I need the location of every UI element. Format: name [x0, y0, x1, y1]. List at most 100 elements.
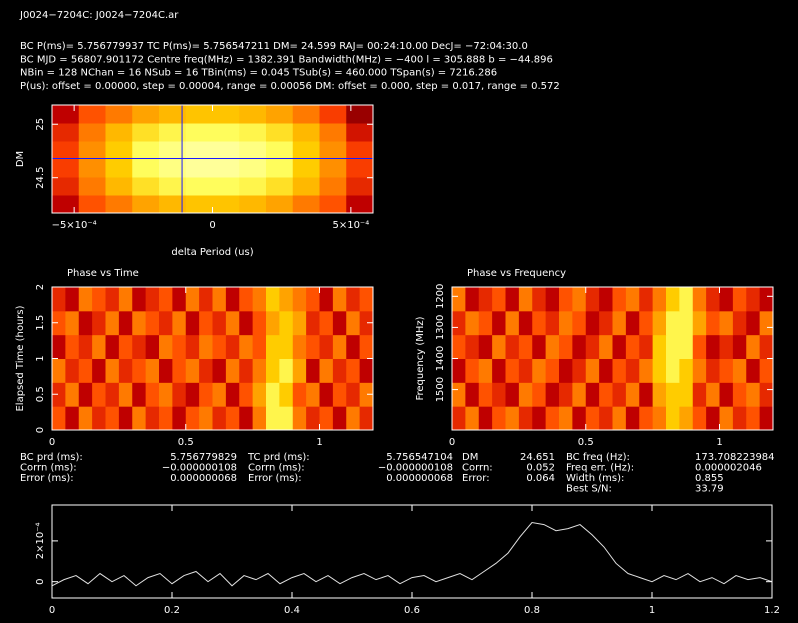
header-line: P(us): offset = 0.00000, step = 0.00004,…: [20, 81, 560, 92]
header-line: NBin = 128 NChan = 16 NSub = 16 TBin(ms)…: [20, 68, 497, 79]
heatmap-cell: [266, 123, 293, 142]
heatmap-cell: [320, 335, 334, 359]
heatmap-cell: [693, 287, 707, 311]
heatmap-cell: [519, 311, 533, 335]
heatmap-cell: [79, 159, 106, 178]
heatmap-cell: [599, 359, 613, 383]
heatmap-cell: [132, 105, 159, 124]
heatmap-cell: [479, 287, 493, 311]
heatmap-cell: [559, 335, 573, 359]
heatmap-cell: [119, 287, 133, 311]
heatmap-cell: [479, 311, 493, 335]
heatmap-cell: [626, 406, 640, 430]
heatmap-cell: [519, 359, 533, 383]
stat-label: Error (ms):: [20, 473, 74, 484]
heatmap-cell: [360, 287, 374, 311]
heatmap-cell: [132, 159, 159, 178]
heatmap-cell: [586, 406, 600, 430]
heatmap-cell: [186, 141, 213, 160]
heatmap-cell: [239, 311, 253, 335]
heatmap-cell: [266, 359, 280, 383]
heatmap-cell: [346, 195, 373, 214]
heatmap-cell: [132, 406, 146, 430]
heatmap-cell: [452, 311, 466, 335]
heatmap-cell: [159, 311, 173, 335]
heatmap-cell: [333, 335, 347, 359]
heatmap-cell: [346, 382, 360, 406]
heatmap-cell: [266, 382, 280, 406]
y-tick-label: 1.5: [35, 315, 46, 331]
heatmap-cell: [626, 382, 640, 406]
heatmap-cell: [146, 311, 160, 335]
heatmap-cell: [79, 287, 93, 311]
heatmap-cell: [452, 335, 466, 359]
heatmap-cell: [52, 335, 66, 359]
heatmap-cell: [320, 123, 347, 142]
heatmap-cell: [52, 159, 79, 178]
heatmap-cell: [306, 382, 320, 406]
heatmap-cell: [65, 335, 79, 359]
heatmap-cell: [293, 195, 320, 214]
heatmap-cell: [226, 287, 240, 311]
heatmap-cell: [186, 359, 200, 383]
heatmap-cell: [666, 359, 680, 383]
heatmap-cell: [599, 335, 613, 359]
heatmap-cell: [346, 159, 373, 178]
heatmap-cell: [532, 359, 546, 383]
heatmap-cell: [693, 311, 707, 335]
heatmap-cell: [572, 335, 586, 359]
heatmap-cell: [119, 382, 133, 406]
heatmap-cell: [492, 382, 506, 406]
heatmap-cell: [106, 195, 133, 214]
x-tick-label: 1.2: [764, 605, 780, 616]
heatmap-cell: [333, 406, 347, 430]
heatmap-cell: [506, 382, 520, 406]
heatmap-cell: [199, 359, 213, 383]
heatmap-cell: [306, 406, 320, 430]
x-tick-label: 5×10⁻⁴: [332, 220, 369, 231]
heatmap-cell: [720, 406, 734, 430]
heatmap-cell: [253, 382, 267, 406]
stat-label: Best S/N:: [566, 484, 612, 495]
heatmap-cell: [532, 287, 546, 311]
heatmap-cell: [239, 123, 266, 142]
heatmap-cell: [452, 382, 466, 406]
heatmap-cell: [346, 141, 373, 160]
heatmap-cell: [506, 287, 520, 311]
heatmap-cell: [293, 382, 307, 406]
heatmap-cell: [653, 311, 667, 335]
heatmap-cell: [346, 311, 360, 335]
heatmap-cell: [465, 311, 479, 335]
heatmap-cell: [266, 335, 280, 359]
heatmap-cell: [320, 382, 334, 406]
heatmap-cell: [465, 287, 479, 311]
heatmap-cell: [266, 311, 280, 335]
heatmap-cell: [586, 311, 600, 335]
y-tick-label: 0: [35, 578, 46, 584]
heatmap-cell: [679, 406, 693, 430]
heatmap-cell: [626, 287, 640, 311]
heatmap-cell: [186, 287, 200, 311]
heatmap-cell: [146, 382, 160, 406]
heatmap-cell: [706, 359, 720, 383]
heatmap-cell: [693, 382, 707, 406]
heatmap-cell: [106, 287, 120, 311]
heatmap-cell: [360, 406, 374, 430]
heatmap-cell: [733, 382, 747, 406]
heatmap-cell: [186, 123, 213, 142]
profile-line: [52, 523, 772, 586]
heatmap-cell: [92, 359, 106, 383]
heatmap-cell: [613, 311, 627, 335]
heatmap-cell: [293, 105, 320, 124]
heatmap-cell: [132, 359, 146, 383]
heatmap-cell: [653, 382, 667, 406]
heatmap-cell: [253, 311, 267, 335]
heatmap-cell: [746, 311, 760, 335]
stat-label: TC prd (ms):: [247, 452, 310, 463]
heatmap-cell: [346, 406, 360, 430]
stat-label: BC freq (Hz):: [566, 452, 630, 463]
heatmap-cell: [653, 287, 667, 311]
stat-value: 0.000000068: [170, 473, 237, 484]
heatmap-cell: [572, 406, 586, 430]
heatmap-cell: [559, 287, 573, 311]
